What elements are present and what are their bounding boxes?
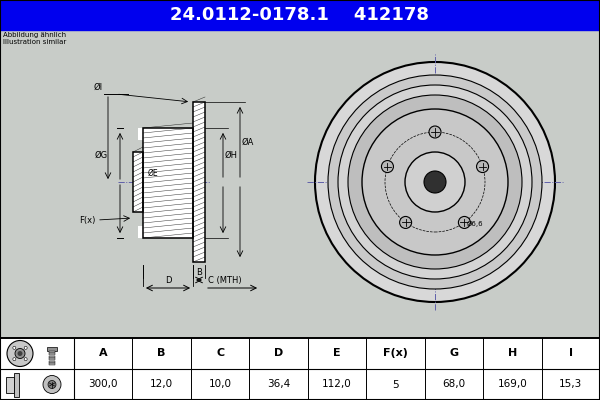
Bar [49, 350, 55, 352]
Text: 12,0: 12,0 [150, 380, 173, 390]
Text: 300,0: 300,0 [88, 380, 118, 390]
Circle shape [48, 380, 56, 388]
Circle shape [476, 160, 488, 172]
Circle shape [315, 62, 555, 302]
Text: ØG: ØG [95, 150, 108, 160]
Text: I: I [569, 348, 573, 358]
Text: Ate: Ate [389, 133, 461, 171]
Bar [49, 353, 55, 355]
Text: B: B [196, 268, 202, 277]
Circle shape [362, 109, 508, 255]
Text: 68,0: 68,0 [442, 380, 466, 390]
Circle shape [13, 346, 16, 349]
Text: H: H [508, 348, 517, 358]
Text: 10,0: 10,0 [209, 380, 232, 390]
Circle shape [382, 160, 394, 172]
Circle shape [429, 126, 441, 138]
Text: B: B [157, 348, 166, 358]
Text: Abbildung ähnlich: Abbildung ähnlich [3, 32, 66, 38]
Bar [143, 128, 193, 238]
Circle shape [405, 152, 465, 212]
Circle shape [24, 358, 27, 361]
Text: 112,0: 112,0 [322, 380, 352, 390]
Bar [143, 128, 193, 238]
Circle shape [43, 376, 61, 394]
Text: ØA: ØA [242, 138, 254, 146]
Text: ØI: ØI [94, 83, 103, 92]
Text: C (MTH): C (MTH) [208, 276, 242, 285]
Bar [6, 376, 14, 392]
Text: Illustration similar: Illustration similar [3, 39, 66, 45]
Bar [0, 30, 600, 338]
Circle shape [17, 351, 23, 356]
Bar [49, 360, 55, 362]
Circle shape [7, 340, 33, 366]
Text: F(x): F(x) [383, 348, 408, 358]
Bar [49, 356, 55, 358]
Circle shape [400, 216, 412, 228]
Bar [14, 372, 19, 396]
Bar [138, 128, 143, 140]
Text: C: C [216, 348, 224, 358]
Text: 169,0: 169,0 [497, 380, 527, 390]
Bar [0, 338, 600, 400]
Bar [133, 152, 143, 212]
Text: ØE: ØE [148, 169, 158, 178]
Text: Ø6,6: Ø6,6 [467, 221, 484, 227]
Circle shape [458, 216, 470, 228]
Circle shape [424, 171, 446, 193]
Circle shape [24, 346, 27, 349]
Bar [193, 102, 205, 262]
Bar [133, 152, 143, 212]
Text: A: A [99, 348, 107, 358]
Text: D: D [165, 276, 171, 285]
Bar [0, 0, 600, 30]
Bar [49, 363, 55, 365]
Text: 5: 5 [392, 380, 399, 390]
Bar [193, 102, 205, 262]
Text: ØH: ØH [225, 150, 238, 160]
Text: G: G [449, 348, 458, 358]
Text: E: E [333, 348, 341, 358]
Bar [49, 358, 55, 360]
Text: F(x): F(x) [79, 216, 95, 224]
Circle shape [13, 358, 16, 361]
Circle shape [15, 348, 25, 358]
Bar [47, 346, 57, 350]
Text: 36,4: 36,4 [267, 380, 290, 390]
Text: D: D [274, 348, 283, 358]
Circle shape [328, 75, 542, 289]
Bar [138, 226, 143, 238]
Text: 24.0112-0178.1    412178: 24.0112-0178.1 412178 [170, 6, 430, 24]
Circle shape [348, 95, 522, 269]
Text: 15,3: 15,3 [559, 380, 583, 390]
Circle shape [338, 85, 532, 279]
